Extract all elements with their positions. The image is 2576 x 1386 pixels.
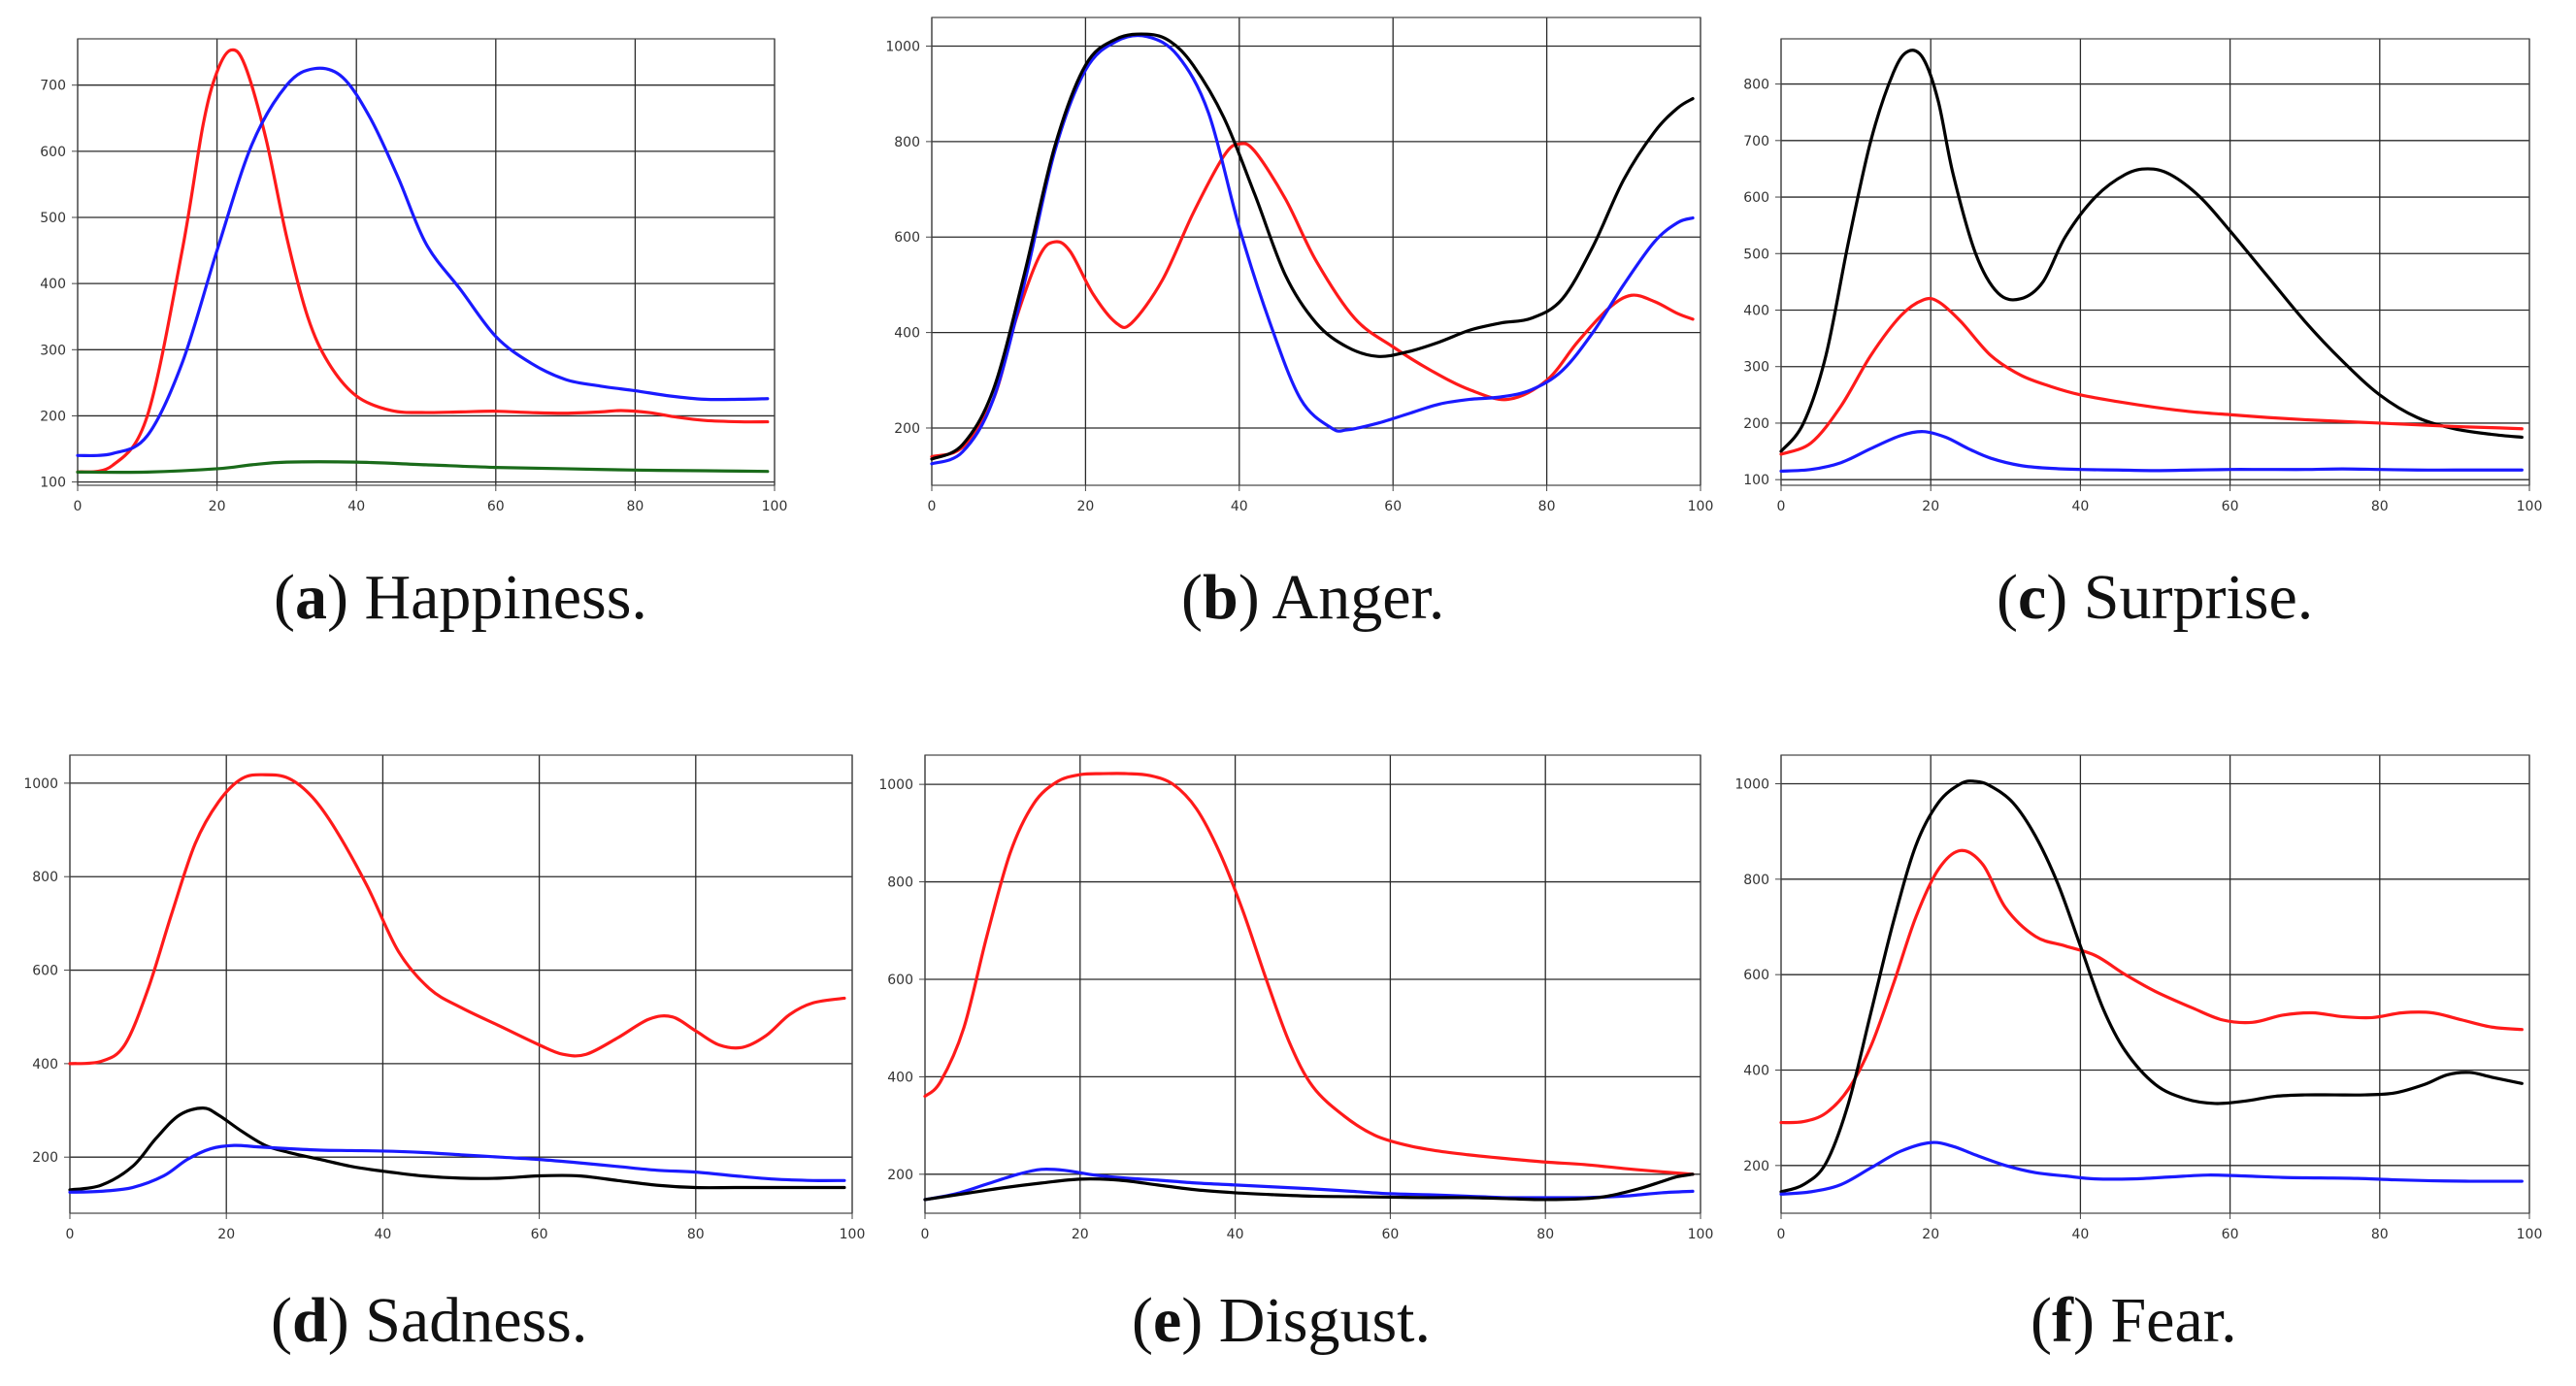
caption-f: (f) Fear. bbox=[2031, 1285, 2237, 1356]
caption-letter: f bbox=[2051, 1285, 2073, 1356]
caption-letter: d bbox=[291, 1285, 328, 1356]
caption-text: Disgust. bbox=[1218, 1285, 1431, 1356]
caption-e: (e) Disgust. bbox=[1132, 1285, 1431, 1356]
series-line-black bbox=[1779, 779, 2524, 1194]
caption-letter: c bbox=[2017, 562, 2047, 633]
caption-a: (a) Happiness. bbox=[274, 562, 647, 633]
x-tick-label: 0 bbox=[1777, 1227, 1786, 1242]
series-line-red bbox=[1779, 848, 2524, 1125]
y-tick-label: 600 bbox=[1743, 968, 1769, 983]
y-tick-label: 1000 bbox=[1734, 777, 1769, 793]
caption-text: Fear. bbox=[2110, 1285, 2237, 1356]
y-tick-label: 200 bbox=[1743, 1159, 1769, 1174]
series-line-blue bbox=[1779, 1140, 2524, 1196]
x-tick-label: 80 bbox=[2371, 1227, 2389, 1242]
x-tick-label: 20 bbox=[1922, 1227, 1939, 1242]
x-tick-label: 40 bbox=[2071, 1227, 2089, 1242]
caption-d: (d) Sadness. bbox=[271, 1285, 588, 1356]
x-tick-label: 60 bbox=[2222, 1227, 2239, 1242]
caption-text: Anger. bbox=[1271, 562, 1445, 633]
caption-b: (b) Anger. bbox=[1181, 562, 1445, 633]
caption-c: (c) Surprise. bbox=[1997, 562, 2314, 633]
plot-frame bbox=[1780, 754, 2530, 1214]
y-tick-label: 400 bbox=[1743, 1064, 1769, 1079]
caption-text: Surprise. bbox=[2083, 562, 2314, 633]
caption-letter: e bbox=[1152, 1285, 1182, 1356]
caption-text: Happiness. bbox=[364, 562, 647, 633]
x-tick-label: 100 bbox=[2517, 1227, 2543, 1242]
caption-text: Sadness. bbox=[365, 1285, 588, 1356]
y-tick-label: 800 bbox=[1743, 873, 1769, 888]
caption-letter: b bbox=[1202, 562, 1238, 633]
caption-letter: a bbox=[294, 562, 327, 633]
